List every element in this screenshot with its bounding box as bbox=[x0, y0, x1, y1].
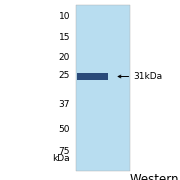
Text: 10: 10 bbox=[59, 12, 70, 21]
Text: 50: 50 bbox=[59, 125, 70, 134]
Text: 37: 37 bbox=[59, 100, 70, 109]
Text: Western Blot: Western Blot bbox=[130, 173, 180, 180]
Text: 20: 20 bbox=[59, 53, 70, 62]
Text: 15: 15 bbox=[59, 33, 70, 42]
Bar bbox=[77, 73, 108, 80]
Text: kDa: kDa bbox=[53, 154, 70, 163]
Text: 25: 25 bbox=[59, 71, 70, 80]
Bar bbox=[76, 5, 130, 171]
Text: 31kDa: 31kDa bbox=[133, 72, 162, 81]
Text: 75: 75 bbox=[59, 147, 70, 156]
